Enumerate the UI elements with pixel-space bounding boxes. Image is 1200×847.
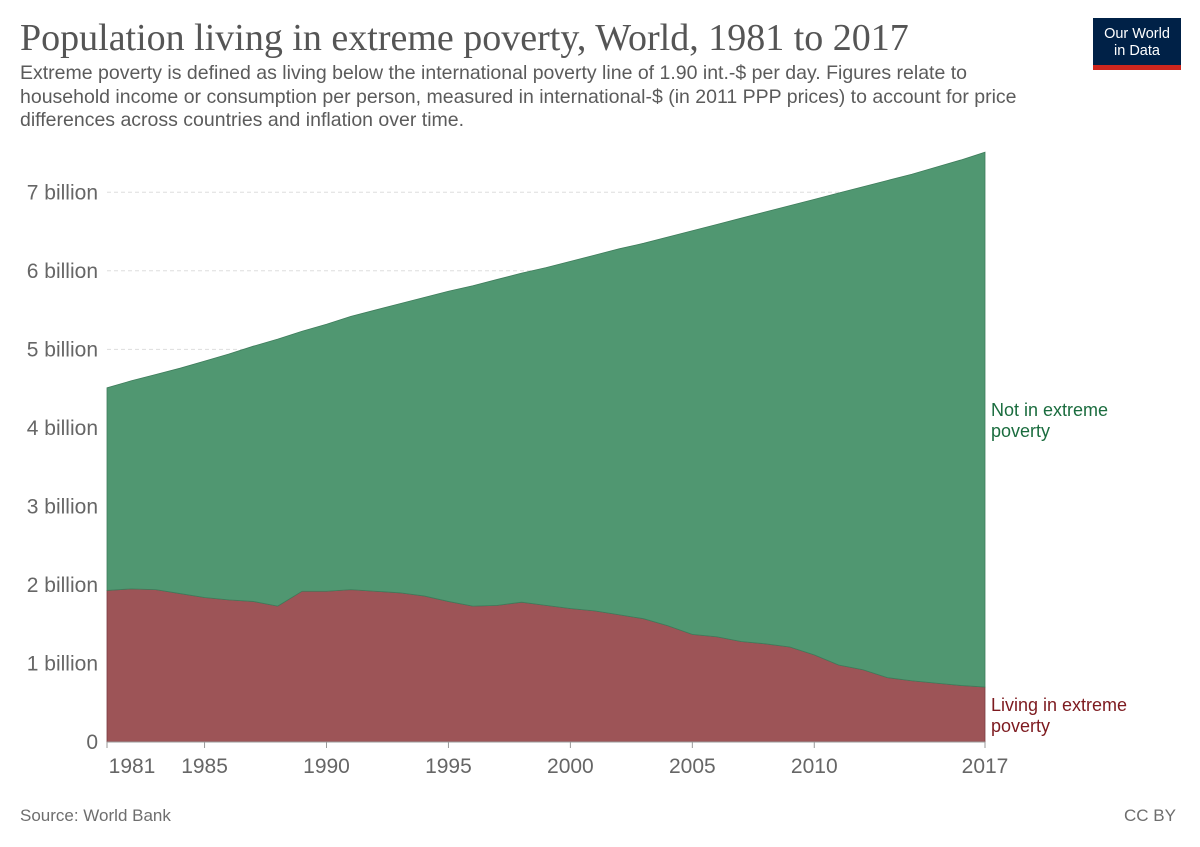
y-tick-label: 4 billion <box>27 417 98 440</box>
x-tick-label: 2017 <box>962 755 1009 778</box>
chart-title: Population living in extreme poverty, Wo… <box>20 17 909 59</box>
logo-line-2: in Data <box>1114 43 1160 59</box>
y-tick-label: 0 <box>86 731 98 754</box>
series-label-line: Living in extreme <box>991 695 1127 715</box>
owid-logo[interactable]: Our World in Data <box>1093 18 1181 70</box>
x-tick-label: 2000 <box>547 755 594 778</box>
x-tick-label: 1981 <box>109 755 156 778</box>
y-tick-label: 3 billion <box>27 495 98 518</box>
x-tick-label: 1990 <box>303 755 350 778</box>
source-note[interactable]: Source: World Bank <box>20 806 171 825</box>
series-label-line: Not in extreme <box>991 400 1108 420</box>
license-note[interactable]: CC BY <box>1124 806 1176 825</box>
logo-line-1: Our World <box>1104 26 1170 42</box>
area-series <box>106 151 986 743</box>
y-tick-label: 7 billion <box>27 181 98 204</box>
y-tick-label: 5 billion <box>27 338 98 361</box>
chart-subtitle: Extreme poverty is defined as living bel… <box>20 62 1017 131</box>
x-tick-label: 2005 <box>669 755 716 778</box>
y-tick-label: 1 billion <box>27 652 98 675</box>
axes: 0 1 billion 2 billion 3 billion 4 billion 5 b… <box>27 181 1009 778</box>
x-tick-label: 1985 <box>181 755 228 778</box>
series-label-line: poverty <box>991 421 1050 441</box>
x-tick-label: 2010 <box>791 755 838 778</box>
area-not-in-extreme-poverty <box>106 151 986 688</box>
x-tick-label: 1995 <box>425 755 472 778</box>
y-tick-label: 2 billion <box>27 574 98 597</box>
series-label-line: poverty <box>991 716 1050 736</box>
y-tick-label: 6 billion <box>27 260 98 283</box>
